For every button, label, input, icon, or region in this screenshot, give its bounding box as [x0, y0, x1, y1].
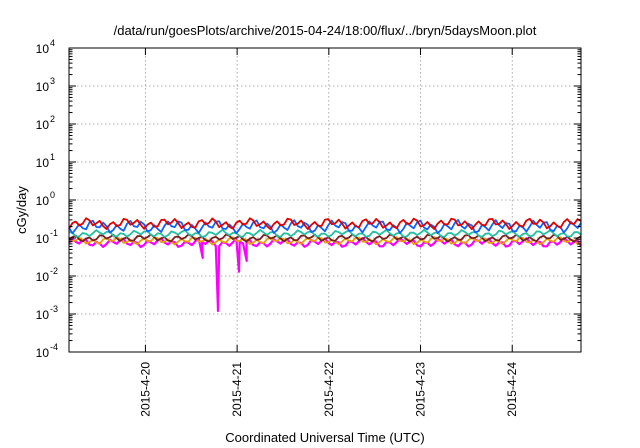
y-tick-exponent: -2: [50, 266, 58, 276]
y-tick-base: 10: [36, 346, 50, 360]
y-tick-base: 10: [36, 42, 50, 56]
y-tick-label: 10: [36, 270, 50, 284]
series-group: [68, 217, 582, 313]
y-tick-base: 10: [36, 156, 50, 170]
y-tick-base: 10: [36, 118, 50, 132]
series-line: [68, 233, 582, 243]
series-line: [68, 229, 582, 238]
chart-title: /data/run/goesPlots/archive/2015-04-24/1…: [114, 23, 537, 38]
x-tick-label: 2015-4-23: [414, 362, 428, 417]
y-tick-base: 10: [36, 232, 50, 246]
y-tick-exponent: -3: [50, 304, 58, 314]
ticks: [69, 47, 581, 353]
y-tick-base: 10: [36, 270, 50, 284]
y-tick-label: 10: [36, 42, 50, 56]
x-axis-label: Coordinated Universal Time (UTC): [225, 430, 424, 445]
y-tick-exponent: -4: [50, 342, 58, 352]
y-axis-label: cGy/day: [14, 186, 29, 234]
x-tick-label: 2015-4-20: [138, 362, 152, 417]
x-tick-label: 2015-4-21: [230, 362, 244, 417]
y-tick-exponent: 2: [50, 114, 55, 124]
y-tick-exponent: 4: [50, 38, 55, 48]
y-tick-exponent: 1: [50, 152, 55, 162]
y-tick-exponent: -1: [50, 228, 58, 238]
y-tick-base: 10: [36, 80, 50, 94]
series-line: [68, 219, 582, 235]
y-tick-label: 10: [36, 80, 50, 94]
y-tick-label: 10: [36, 308, 50, 322]
y-tick-base: 10: [36, 308, 50, 322]
y-tick-label: 10: [36, 346, 50, 360]
x-tick-label: 2015-4-24: [505, 362, 519, 417]
series-line: [68, 237, 582, 313]
y-tick-label: 10: [36, 156, 50, 170]
x-tick-labels: 2015-4-20 2015-4-21 2015-4-22 2015-4-23 2015…: [138, 362, 519, 417]
series-line: [68, 217, 582, 231]
y-tick-label: 10: [36, 194, 50, 208]
y-tick-label: 10: [36, 118, 50, 132]
x-tick-label: 2015-4-22: [322, 362, 336, 417]
y-tick-exponent: 3: [50, 76, 55, 86]
y-tick-base: 10: [36, 194, 50, 208]
y-tick-exponent: 0: [50, 190, 55, 200]
y-tick-label: 10: [36, 232, 50, 246]
